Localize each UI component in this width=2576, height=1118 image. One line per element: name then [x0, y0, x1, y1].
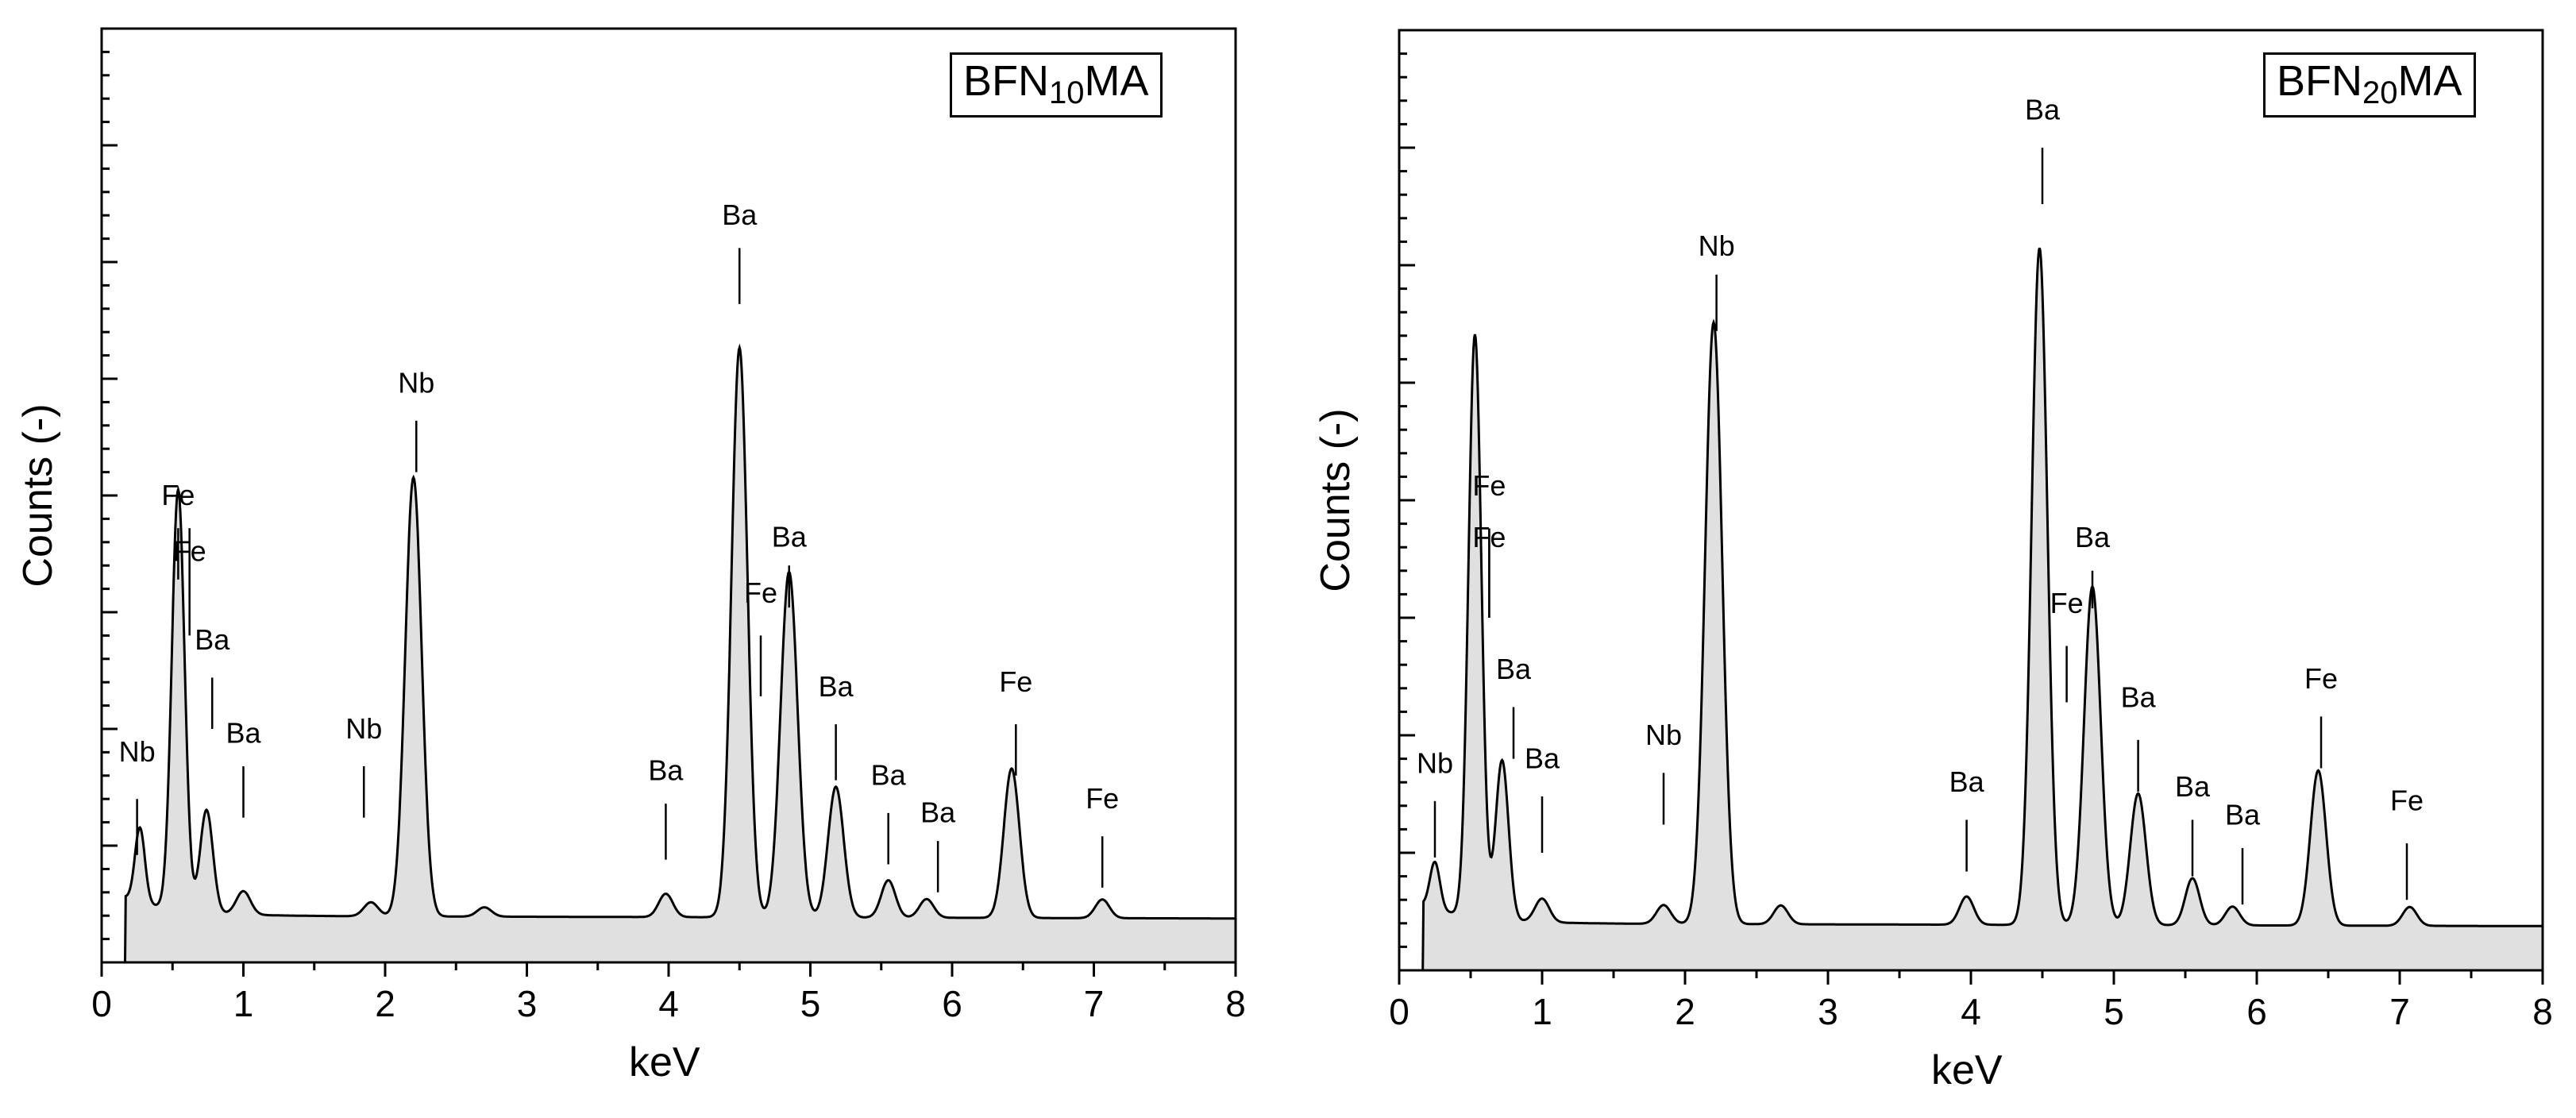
x-tick-label: 5	[800, 983, 821, 1024]
x-tick-label: 0	[91, 983, 112, 1024]
peak-label: Fe	[1086, 782, 1119, 815]
spectrum-line	[102, 343, 1236, 964]
peak-label: Fe	[173, 534, 206, 567]
y-axis-label: Counts (-)	[1313, 408, 1359, 592]
peak-label: Ba	[722, 199, 758, 231]
y-axis-label: Counts (-)	[15, 403, 61, 588]
x-tick-label: 8	[1225, 983, 1246, 1024]
x-tick-label: 7	[1084, 983, 1105, 1024]
x-tick-label: 4	[658, 983, 679, 1024]
x-tick-label: 5	[2104, 991, 2124, 1032]
chart-svg-bfn10ma: 0 1 2 3 4 5 6 7 8 Nb Fe Fe Ba Ba Nb Nb Ba Ba Fe Ba Ba Ba Ba Fe F…	[91, 27, 1246, 1024]
peak-label: Ba	[195, 623, 230, 656]
peak-label: Ba	[226, 717, 261, 750]
spectrum-line	[1399, 247, 2543, 972]
peak-label: Nb	[398, 367, 434, 399]
chart-panel-bfn20ma: 0 1 2 3 4 5 6 7 8 Nb Fe Fe Ba Ba Nb Nb Ba Ba Fe Ba Ba Ba Ba Fe F…	[1288, 0, 2576, 1118]
sample-label-prefix: BFN	[2277, 57, 2362, 105]
peak-label: Ba	[920, 796, 956, 829]
peak-label: Ba	[819, 670, 854, 703]
peak-label: Fe	[2304, 662, 2338, 695]
peak-label: Ba	[772, 521, 808, 553]
sample-label-badge: BFN10MA	[950, 52, 1163, 118]
x-tick-label: 0	[1389, 991, 1409, 1032]
x-axis-label: keV	[629, 1039, 700, 1085]
peak-label: Ba	[871, 759, 907, 792]
sample-label-prefix: BFN	[963, 57, 1049, 105]
x-tick-label: 1	[1532, 991, 1552, 1032]
peak-label: Fe	[999, 665, 1032, 698]
peak-label: Ba	[2121, 680, 2157, 713]
x-tick-label: 7	[2389, 991, 2410, 1032]
x-axis-label: keV	[1931, 1047, 2003, 1093]
peak-label: Ba	[1949, 765, 1985, 798]
sample-label-suffix: MA	[2397, 57, 2462, 105]
peak-label: Fe	[744, 576, 777, 609]
peak-label: Nb	[1699, 229, 1735, 262]
x-tick-label: 3	[517, 983, 538, 1024]
x-tick-label: 8	[2532, 991, 2553, 1032]
peak-label: Ba	[648, 754, 684, 787]
plot-frame	[1398, 29, 2544, 972]
chart-svg-bfn20ma: 0 1 2 3 4 5 6 7 8 Nb Fe Fe Ba Ba Nb Nb Ba Ba Fe Ba Ba Ba Ba Fe F…	[1389, 29, 2553, 1032]
peak-label: Nb	[1645, 719, 1682, 751]
x-tick-label: 4	[1961, 991, 1981, 1032]
peak-label: Fe	[2050, 587, 2084, 619]
sample-label-subscript: 10	[1049, 75, 1085, 110]
peak-label: Fe	[1472, 469, 1506, 502]
peak-label: Ba	[2175, 770, 2211, 803]
peak-label: Nb	[1417, 746, 1453, 779]
peak-label: Fe	[2390, 785, 2424, 817]
spectrum-fill	[102, 347, 1236, 962]
peak-label: Ba	[1496, 653, 1532, 685]
x-tick-label: 2	[375, 983, 395, 1024]
x-tick-label: 6	[942, 983, 962, 1024]
peak-label: Ba	[2075, 521, 2111, 553]
peak-label: Nb	[345, 712, 382, 745]
spectrum-fill	[1399, 248, 2543, 970]
peak-label: Fe	[1472, 521, 1506, 553]
peak-label: Ba	[2225, 798, 2261, 831]
plot-frame	[100, 27, 1237, 964]
sample-label-subscript: 20	[2362, 75, 2398, 110]
x-tick-label: 3	[1818, 991, 1838, 1032]
x-tick-label: 1	[233, 983, 254, 1024]
x-tick-label: 6	[2246, 991, 2267, 1032]
sample-label-badge: BFN20MA	[2263, 52, 2476, 118]
x-tick-label: 2	[1675, 991, 1695, 1032]
chart-panel-bfn10ma: 0 1 2 3 4 5 6 7 8 Nb Fe Fe Ba Ba Nb Nb Ba Ba Fe Ba Ba Ba Ba Fe F…	[15, 27, 1246, 1085]
sample-label-suffix: MA	[1084, 57, 1149, 105]
peak-label: Nb	[119, 735, 156, 768]
peak-label: Ba	[1525, 742, 1560, 774]
peak-label: Fe	[161, 479, 195, 511]
peak-label: Ba	[2025, 93, 2061, 125]
